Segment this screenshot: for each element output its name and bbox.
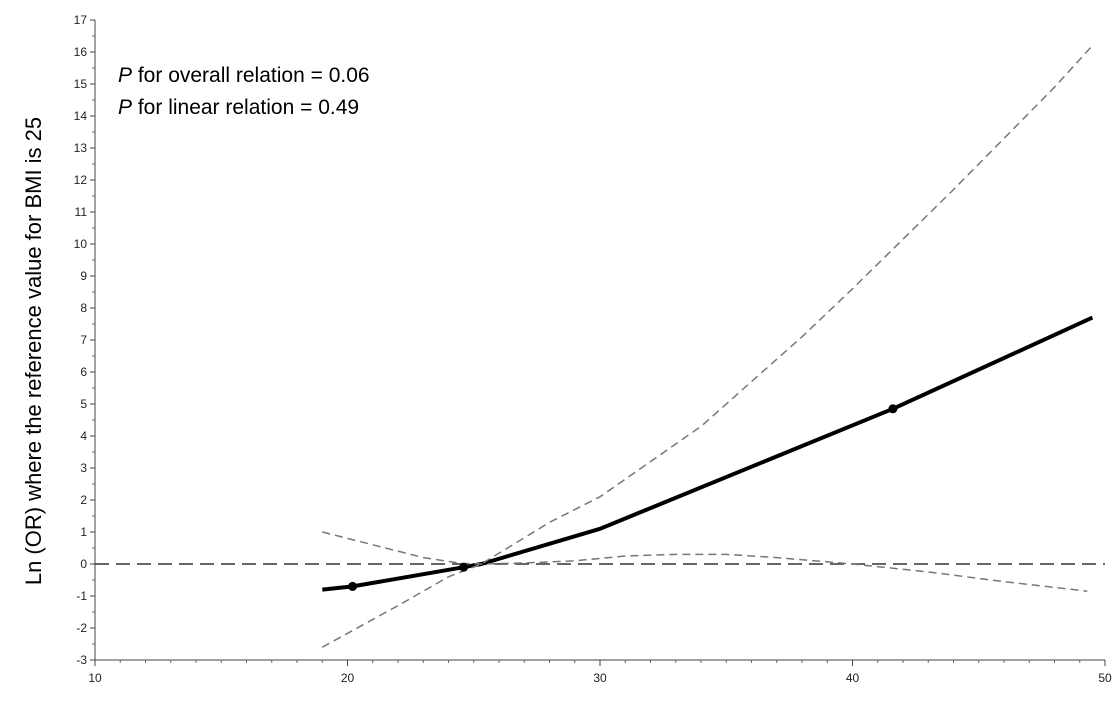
- y-tick-label: -2: [76, 621, 87, 635]
- x-tick-label: 20: [341, 671, 355, 685]
- y-tick-label: 11: [75, 205, 88, 219]
- data-point-marker: [348, 581, 358, 591]
- y-tick-label: 3: [80, 461, 87, 475]
- annotation-linear-p: P: [118, 96, 133, 119]
- y-tick-label: 5: [80, 397, 87, 411]
- y-tick-label: 2: [80, 493, 87, 507]
- annotation-overall-text: for overall relation = 0.06: [132, 64, 370, 87]
- y-tick-label: 13: [74, 141, 88, 155]
- x-tick-label: 50: [1098, 671, 1112, 685]
- y-tick-label: 16: [74, 45, 88, 59]
- x-tick-label: 30: [593, 671, 607, 685]
- y-tick-label: 1: [80, 525, 87, 539]
- y-tick-label: 7: [80, 333, 87, 347]
- y-tick-label: 0: [80, 557, 87, 571]
- y-tick-label: 6: [80, 365, 87, 379]
- x-tick-label: 40: [846, 671, 860, 685]
- series-upper-ci: [321, 45, 1093, 648]
- annotation-linear-text: for linear relation = 0.49: [132, 96, 360, 119]
- y-tick-label: 12: [74, 173, 88, 187]
- annotation-overall-p: P: [118, 64, 133, 87]
- y-tick-label: -3: [76, 653, 87, 667]
- y-tick-label: 15: [74, 77, 88, 91]
- y-tick-label: -1: [76, 589, 87, 603]
- series-lower-ci: [322, 531, 1088, 592]
- y-tick-label: 9: [80, 269, 87, 283]
- annotation-linear: P for linear relation = 0.49: [118, 96, 359, 120]
- data-point-marker: [888, 404, 898, 414]
- y-axis-label: Ln (OR) where the reference value for BM…: [21, 116, 46, 586]
- data-point-marker: [459, 562, 469, 572]
- y-tick-label: 4: [80, 429, 87, 443]
- annotation-overall: P for overall relation = 0.06: [118, 64, 370, 88]
- y-tick-label: 8: [80, 301, 87, 315]
- y-tick-label: 17: [74, 13, 88, 27]
- x-tick-label: 10: [88, 671, 102, 685]
- y-tick-label: 10: [74, 237, 88, 251]
- y-tick-label: 14: [74, 109, 88, 123]
- series-estimate: [322, 315, 1094, 592]
